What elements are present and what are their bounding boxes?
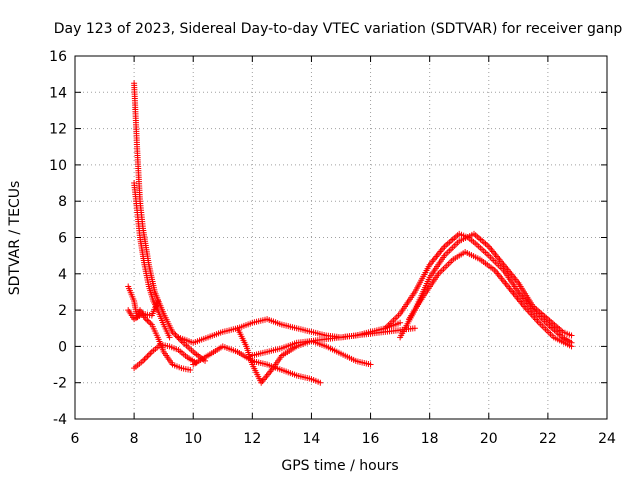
y-tick-label: 8 bbox=[58, 194, 67, 210]
y-tick-label: -4 bbox=[53, 412, 67, 428]
x-axis-label: GPS time / hours bbox=[281, 458, 398, 474]
data-point bbox=[187, 366, 194, 373]
data-point bbox=[568, 332, 575, 339]
data-point bbox=[147, 350, 154, 357]
y-tick-label: 2 bbox=[58, 303, 67, 319]
data-point bbox=[145, 351, 152, 358]
chart-title: Day 123 of 2023, Sidereal Day-to-day VTE… bbox=[54, 21, 623, 37]
x-tick-label: 24 bbox=[598, 431, 616, 447]
data-point bbox=[145, 318, 152, 325]
data-point bbox=[142, 354, 149, 361]
y-tick-label: 16 bbox=[49, 49, 67, 65]
x-tick-label: 8 bbox=[130, 431, 139, 447]
y-axis-label: SDTVAR / TECUs bbox=[7, 181, 23, 296]
data-point bbox=[144, 317, 151, 324]
x-tick-label: 12 bbox=[243, 431, 261, 447]
x-tick-label: 20 bbox=[480, 431, 498, 447]
data-point bbox=[568, 343, 575, 350]
y-tick-label: 4 bbox=[58, 267, 67, 283]
data-point bbox=[147, 320, 154, 327]
y-tick-label: 0 bbox=[58, 339, 67, 355]
x-tick-label: 14 bbox=[303, 431, 321, 447]
y-tick-label: -2 bbox=[53, 376, 67, 392]
x-tick-label: 10 bbox=[184, 431, 202, 447]
data-point bbox=[144, 353, 151, 360]
data-point bbox=[166, 334, 173, 341]
y-tick-label: 14 bbox=[49, 85, 67, 101]
data-points bbox=[125, 80, 575, 386]
grid bbox=[75, 56, 607, 419]
data-point bbox=[397, 319, 404, 326]
y-tick-label: 6 bbox=[58, 231, 67, 247]
x-tick-label: 18 bbox=[421, 431, 439, 447]
data-point bbox=[367, 361, 374, 368]
x-tick-label: 16 bbox=[362, 431, 380, 447]
data-point bbox=[141, 356, 148, 363]
x-tick-label: 22 bbox=[539, 431, 557, 447]
data-point bbox=[142, 316, 149, 323]
x-tick-label: 6 bbox=[71, 431, 80, 447]
y-tick-label: 12 bbox=[49, 122, 67, 138]
data-point bbox=[154, 298, 161, 305]
y-tick-label: 10 bbox=[49, 158, 67, 174]
data-point bbox=[411, 325, 418, 332]
data-point bbox=[317, 379, 324, 386]
